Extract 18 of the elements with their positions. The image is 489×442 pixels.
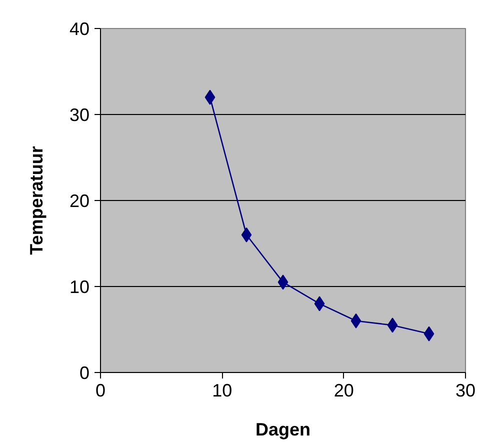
point: [350, 313, 362, 328]
y-tick-label: 0: [79, 363, 90, 383]
x-axis-title: Dagen: [255, 420, 311, 440]
point: [204, 90, 216, 105]
point: [314, 296, 325, 312]
x-tick-label: 10: [212, 380, 232, 400]
y-tick-label: 20: [69, 191, 90, 211]
y-tick-label: 30: [69, 105, 90, 125]
point: [278, 274, 288, 290]
point: [387, 318, 398, 333]
point: [424, 326, 434, 342]
x-tick-label: 20: [334, 380, 354, 400]
y-tick-label: 10: [69, 277, 90, 297]
point: [241, 227, 252, 242]
x-tick-label: 0: [95, 380, 106, 400]
y-tick-label: 40: [69, 19, 90, 39]
x-tick-label: 30: [455, 380, 476, 400]
y-axis-title: Temperatuur: [26, 146, 46, 255]
